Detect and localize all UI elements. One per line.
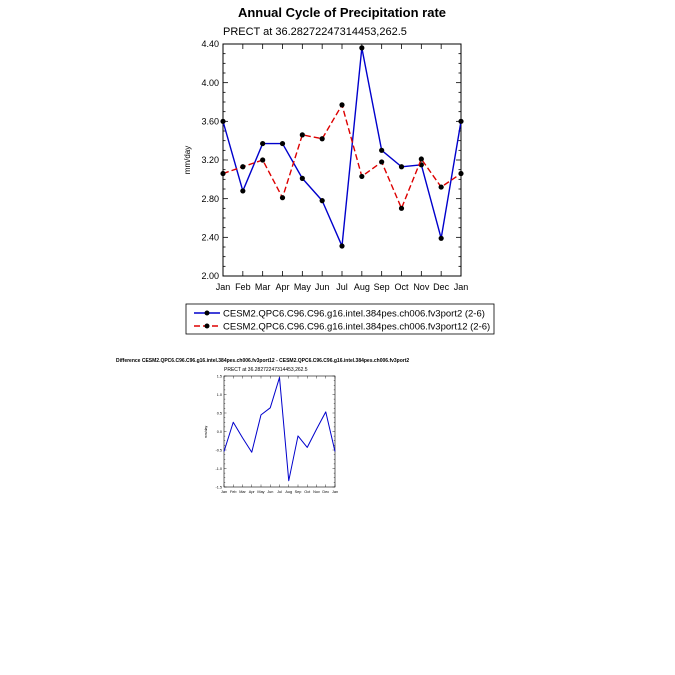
y-tick-label: 3.60 (201, 116, 219, 126)
series-2-point (240, 164, 246, 170)
legend-box (185, 303, 495, 335)
series-1-point (220, 118, 226, 124)
series-line-2 (222, 104, 462, 210)
series-1-point (458, 118, 464, 124)
legend-label-1: CESM2.QPC6.C96.C96.g16.intel.384pes.ch00… (223, 309, 485, 320)
plot-frame (223, 375, 336, 488)
series-2-point (260, 157, 266, 163)
x-tick-label: Sep (295, 490, 302, 494)
x-tick-label: Aug (285, 490, 292, 494)
x-tick-label: Mar (255, 282, 271, 292)
y-tick-label: -0.5 (215, 448, 222, 452)
y-tick-label: 2.80 (201, 194, 219, 204)
x-tick-label: Jul (277, 490, 282, 494)
y-tick-label: 3.20 (201, 155, 219, 165)
series-1-point (398, 164, 405, 170)
x-tick-label: Jan (454, 282, 469, 292)
y-tick-label: 1.0 (217, 393, 222, 397)
series-2-point (220, 170, 226, 177)
x-tick-label: Jan (332, 490, 338, 494)
legend-marker-2 (204, 323, 210, 329)
x-tick-label: Apr (249, 490, 256, 494)
series-1-point (240, 188, 246, 194)
series-2-point (418, 156, 424, 162)
y-tick-label: 2.00 (201, 271, 219, 281)
series-2-point (279, 195, 286, 201)
x-tick-label: Feb (230, 490, 237, 494)
series-2-point (359, 173, 365, 180)
x-tick-label: Jan (221, 490, 227, 494)
series-2-point (319, 136, 325, 142)
x-tick-label: May (294, 282, 312, 292)
legend-marker-1 (204, 310, 210, 316)
difference-chart-title: Difference CESM2.QPC6.C96.C96.g16.intel.… (116, 358, 409, 364)
y-tick-label: -1.0 (215, 467, 222, 471)
series-2-point (339, 102, 345, 108)
y-tick-label: 0.5 (217, 411, 222, 415)
y-axis-label: mm/day (183, 146, 192, 174)
x-tick-label: Nov (413, 282, 430, 292)
series-line-1 (222, 47, 462, 247)
series-1-point (279, 140, 286, 147)
series-2-point (398, 205, 405, 211)
x-tick-label: Nov (313, 490, 320, 494)
x-tick-label: Jun (315, 282, 330, 292)
x-tick-label: Aug (354, 282, 370, 292)
x-tick-label: Jun (267, 490, 273, 494)
x-tick-label: Sep (374, 282, 390, 292)
series-1-point (339, 243, 345, 249)
y-tick-label: 1.5 (217, 374, 222, 378)
y-tick-label: -1.5 (215, 485, 222, 489)
x-tick-label: Jan (216, 282, 231, 292)
series-1-point (299, 175, 305, 181)
x-tick-label: Dec (322, 490, 329, 494)
y-tick-label: 2.40 (201, 232, 219, 242)
series-1-point (260, 140, 266, 147)
series-line-1 (223, 376, 336, 482)
series-1-point (438, 235, 444, 241)
difference-y-axis-label: mm/day (204, 426, 208, 439)
x-tick-label: Oct (304, 490, 311, 494)
x-tick-label: Oct (394, 282, 409, 292)
x-tick-label: May (257, 490, 264, 494)
y-tick-label: 4.40 (201, 39, 219, 49)
y-tick-label: 0.0 (217, 430, 222, 434)
y-tick-label: 4.00 (201, 78, 219, 88)
series-2-point (379, 159, 385, 165)
chart-subtitle: PRECT at 36.28272247314453,262.5 (223, 26, 407, 38)
series-2-point (299, 132, 305, 138)
x-tick-label: Dec (433, 282, 450, 292)
series-2-point (458, 170, 464, 177)
x-tick-label: Jul (336, 282, 348, 292)
difference-chart-subtitle: PRECT at 36.28272247314453,262.5 (224, 367, 308, 373)
series-1-point (319, 198, 325, 204)
series-2-point (438, 184, 444, 190)
x-tick-label: Mar (239, 490, 246, 494)
chart-title: Annual Cycle of Precipitation rate (238, 5, 446, 20)
series-1-point (359, 45, 365, 51)
x-tick-label: Feb (235, 282, 251, 292)
series-1-point (379, 147, 385, 153)
legend-label-2: CESM2.QPC6.C96.C96.g16.intel.384pes.ch00… (223, 322, 490, 333)
x-tick-label: Apr (275, 282, 289, 292)
